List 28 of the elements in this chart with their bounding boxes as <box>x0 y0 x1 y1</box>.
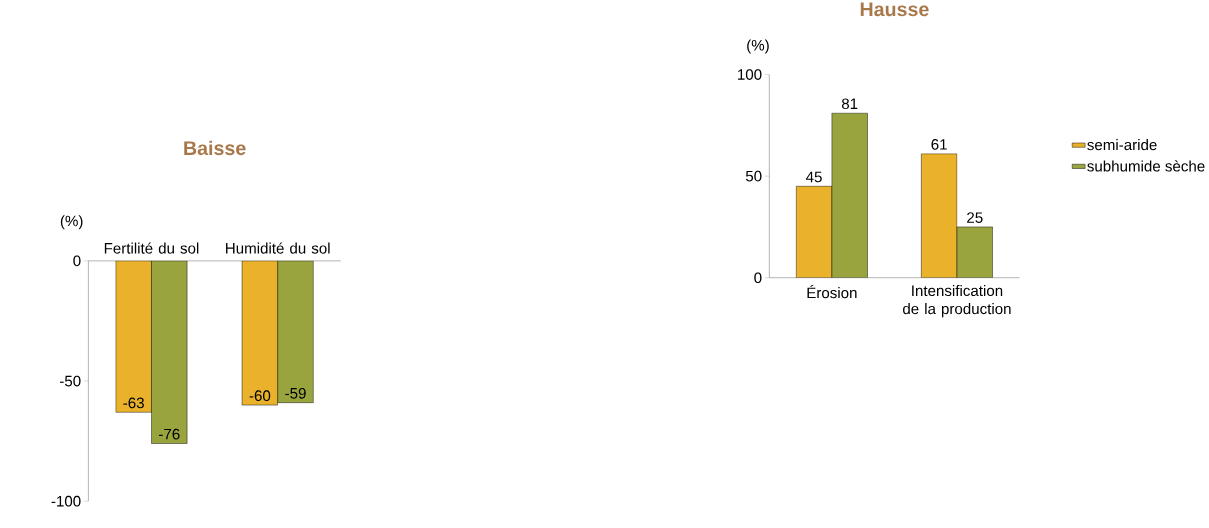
data-label: -60 <box>249 390 271 402</box>
x-tick-label: Érosion <box>807 285 857 299</box>
y-tick-label: -50 <box>59 375 81 387</box>
chart-title: Hausse <box>860 2 929 17</box>
x-tick-label: Fertilité du sol <box>104 242 199 254</box>
y-tick-label: -100 <box>51 496 81 507</box>
data-label: -59 <box>285 388 306 399</box>
x-tick-label: Intensification de la production <box>903 285 1011 318</box>
bar <box>796 186 832 278</box>
data-label: 81 <box>841 98 858 110</box>
chart-title: Baisse <box>184 140 246 156</box>
y-tick-label: 100 <box>738 69 762 81</box>
bar <box>956 226 993 278</box>
y-axis-title: (%) <box>60 215 83 230</box>
y-tick-label: 0 <box>754 272 762 284</box>
data-label: 45 <box>806 171 822 183</box>
data-label: -76 <box>159 428 180 440</box>
legend-label: subhumide sèche <box>1087 160 1205 172</box>
x-tick-label: Humidité du sol <box>226 242 330 254</box>
legend-label: semi-aride <box>1087 139 1157 151</box>
y-axis-title: (%) <box>747 39 769 54</box>
data-label: 61 <box>931 139 947 150</box>
bar <box>831 113 868 278</box>
y-tick-label: 0 <box>73 255 81 267</box>
data-label: -63 <box>123 397 144 409</box>
data-label: 25 <box>967 212 983 224</box>
y-tick-label: 50 <box>745 170 762 182</box>
bar <box>921 153 958 278</box>
